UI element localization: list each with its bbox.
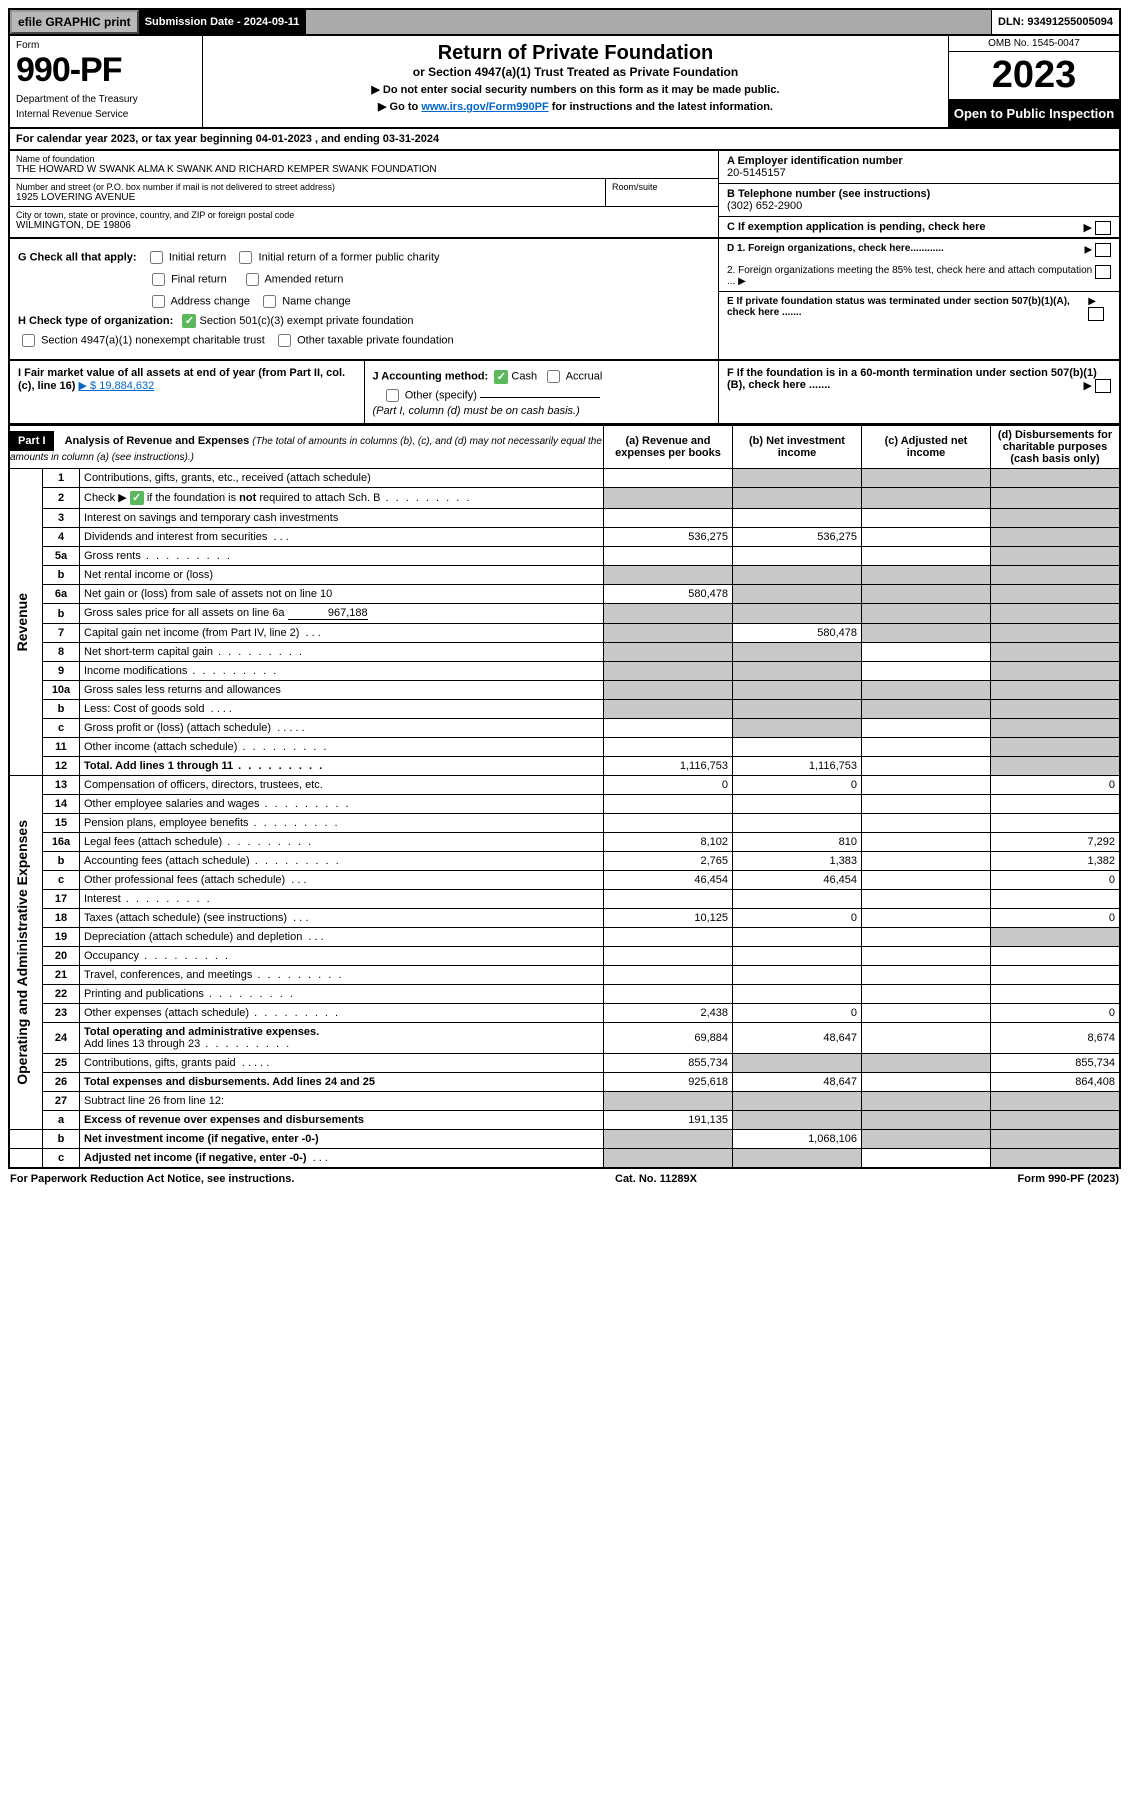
cb-addr-change[interactable] xyxy=(152,295,165,308)
h-row: H Check type of organization: ✓ Section … xyxy=(18,314,710,328)
paperwork-notice: For Paperwork Reduction Act Notice, see … xyxy=(10,1173,294,1185)
dln-number: DLN: 93491255005094 xyxy=(992,10,1119,34)
header-left: Form 990-PF Department of the Treasury I… xyxy=(10,36,203,127)
ein-block: A Employer identification number 20-5145… xyxy=(719,151,1119,184)
part1-header-cell: Part I Analysis of Revenue and Expenses … xyxy=(9,426,604,469)
foundation-name: Name of foundation THE HOWARD W SWANK AL… xyxy=(10,151,718,179)
checkbox-d1[interactable] xyxy=(1095,243,1111,257)
cb-sch-b[interactable]: ✓ xyxy=(130,491,144,505)
checkbox-c[interactable] xyxy=(1095,221,1111,235)
note-link: ▶ Go to www.irs.gov/Form990PF for instru… xyxy=(209,100,942,113)
cb-other-tax[interactable] xyxy=(278,334,291,347)
col-d: (d) Disbursements for charitable purpose… xyxy=(991,426,1121,469)
cb-name-change[interactable] xyxy=(263,295,276,308)
irs-link[interactable]: www.irs.gov/Form990PF xyxy=(421,101,548,113)
checkbox-e[interactable] xyxy=(1088,307,1104,321)
form-number: 990-PF xyxy=(16,51,196,90)
form-ref: Form 990-PF (2023) xyxy=(1018,1173,1120,1185)
check-grid: G Check all that apply: Initial return I… xyxy=(8,239,1121,361)
city-row: City or town, state or province, country… xyxy=(10,207,718,234)
cb-amended[interactable] xyxy=(246,273,259,286)
spacer xyxy=(306,10,992,34)
cb-other-method[interactable] xyxy=(386,389,399,402)
submission-date: Submission Date - 2024-09-11 xyxy=(139,10,307,34)
col-a: (a) Revenue and expenses per books xyxy=(604,426,733,469)
irs-label: Internal Revenue Service xyxy=(16,109,196,120)
fmv-value: ▶ $ 19,884,632 xyxy=(79,380,155,392)
cb-4947[interactable] xyxy=(22,334,35,347)
part1-table: Part I Analysis of Revenue and Expenses … xyxy=(8,425,1121,1169)
g-row: G Check all that apply: Initial return I… xyxy=(18,248,710,267)
f-block: F If the foundation is in a 60-month ter… xyxy=(719,361,1119,423)
cb-cash-checked[interactable]: ✓ xyxy=(494,370,508,384)
dept-treasury: Department of the Treasury xyxy=(16,94,196,105)
j-block: J Accounting method: ✓ Cash Accrual Othe… xyxy=(365,361,720,423)
form-header: Form 990-PF Department of the Treasury I… xyxy=(8,36,1121,129)
cb-final[interactable] xyxy=(152,273,165,286)
id-left: Name of foundation THE HOWARD W SWANK AL… xyxy=(10,151,719,237)
col-b: (b) Net investment income xyxy=(733,426,862,469)
d1-row: D 1. Foreign organizations, check here..… xyxy=(719,239,1119,261)
col-c: (c) Adjusted net income xyxy=(862,426,991,469)
checkbox-f[interactable] xyxy=(1095,379,1111,393)
e-row: E If private foundation status was termi… xyxy=(719,291,1119,325)
id-right: A Employer identification number 20-5145… xyxy=(719,151,1119,237)
i-block: I Fair market value of all assets at end… xyxy=(10,361,365,423)
phone-block: B Telephone number (see instructions) (3… xyxy=(719,184,1119,217)
tax-year: 2023 xyxy=(949,52,1119,100)
address-row: Number and street (or P.O. box number if… xyxy=(10,179,718,207)
cb-initial-public[interactable] xyxy=(239,251,252,264)
page-footer: For Paperwork Reduction Act Notice, see … xyxy=(8,1169,1121,1189)
form-label: Form xyxy=(16,40,196,51)
top-bar: efile GRAPHIC print Submission Date - 20… xyxy=(8,8,1121,36)
header-mid: Return of Private Foundation or Section … xyxy=(203,36,948,127)
side-revenue: Revenue xyxy=(9,469,43,776)
i-j-f-row: I Fair market value of all assets at end… xyxy=(8,361,1121,425)
exemption-pending: C If exemption application is pending, c… xyxy=(719,217,1119,237)
checkbox-d2[interactable] xyxy=(1095,265,1111,279)
cb-initial[interactable] xyxy=(150,251,163,264)
note-ssn: ▶ Do not enter social security numbers o… xyxy=(209,83,942,96)
form-subtitle: or Section 4947(a)(1) Trust Treated as P… xyxy=(209,65,942,79)
side-expenses: Operating and Administrative Expenses xyxy=(9,776,43,1130)
efile-print-button[interactable]: efile GRAPHIC print xyxy=(10,10,139,34)
calendar-year-line: For calendar year 2023, or tax year begi… xyxy=(8,129,1121,151)
omb-number: OMB No. 1545-0047 xyxy=(949,36,1119,52)
identification-block: Name of foundation THE HOWARD W SWANK AL… xyxy=(8,151,1121,239)
open-public: Open to Public Inspection xyxy=(949,100,1119,127)
cat-number: Cat. No. 11289X xyxy=(615,1173,697,1185)
check-left: G Check all that apply: Initial return I… xyxy=(10,239,718,359)
cb-accrual[interactable] xyxy=(547,370,560,383)
d2-row: 2. Foreign organizations meeting the 85%… xyxy=(719,261,1119,291)
form-title: Return of Private Foundation xyxy=(209,42,942,65)
header-right: OMB No. 1545-0047 2023 Open to Public In… xyxy=(948,36,1119,127)
part1-badge: Part I xyxy=(10,431,54,451)
check-right: D 1. Foreign organizations, check here..… xyxy=(718,239,1119,359)
cb-501c3-checked[interactable]: ✓ xyxy=(182,314,196,328)
